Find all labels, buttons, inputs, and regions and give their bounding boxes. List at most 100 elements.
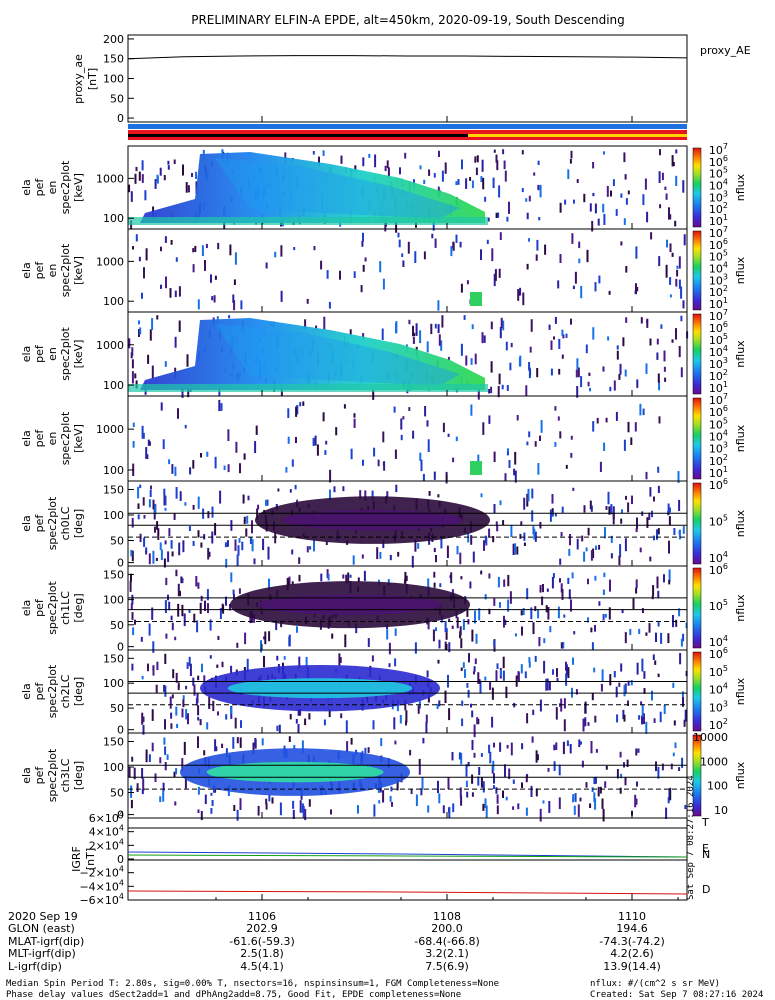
proxy-ae-line xyxy=(127,55,688,60)
ytick-label: 50 xyxy=(110,619,124,632)
noise-mark xyxy=(521,743,524,750)
noise-mark xyxy=(594,203,597,214)
noise-mark xyxy=(506,385,509,391)
noise-mark xyxy=(244,632,247,645)
panel-ylabel: pef xyxy=(33,766,46,785)
eph-row-0-v2: 1110 xyxy=(618,910,646,923)
noise-mark xyxy=(463,315,466,320)
noise-mark xyxy=(493,451,496,462)
noise-mark xyxy=(361,554,364,559)
noise-mark xyxy=(395,323,397,334)
noise-mark xyxy=(172,669,175,679)
noise-mark xyxy=(465,355,468,366)
ephemeris-table: 2020 Sep 19 1106 1108 1110 GLON (east) 2… xyxy=(8,910,665,973)
noise-mark xyxy=(596,417,599,424)
eph-row-2-v1: -68.4(-66.8) xyxy=(414,935,480,948)
noise-mark xyxy=(502,790,504,798)
panel-ylabel: pef xyxy=(33,598,46,617)
noise-mark xyxy=(484,594,487,600)
noise-mark xyxy=(242,494,245,504)
colorbar-label: 106 xyxy=(709,477,728,492)
noise-mark xyxy=(477,776,480,786)
ytick-label: 50 xyxy=(110,535,124,548)
panel-ylabel: spec2plot xyxy=(46,664,59,718)
noise-mark xyxy=(376,547,379,560)
ytick-label: 1000 xyxy=(96,255,124,268)
noise-mark xyxy=(359,490,362,500)
noise-mark xyxy=(560,642,563,649)
noise-mark xyxy=(526,493,529,507)
panel-ylabel: [keV] xyxy=(72,173,85,202)
noise-mark xyxy=(225,714,228,720)
igrf-tick-label: 4×104 xyxy=(89,824,124,839)
noise-mark xyxy=(431,233,434,239)
noise-mark xyxy=(471,180,474,189)
noise-mark xyxy=(357,577,360,582)
noise-mark xyxy=(552,573,555,579)
status-bars xyxy=(128,124,687,140)
noise-mark xyxy=(572,285,575,290)
noise-mark xyxy=(601,798,604,809)
noise-mark xyxy=(371,655,374,662)
energy-band xyxy=(140,152,485,223)
noise-mark xyxy=(584,701,587,714)
noise-mark xyxy=(500,670,502,677)
noise-mark xyxy=(448,806,451,818)
noise-mark xyxy=(521,782,523,788)
noise-mark xyxy=(570,150,573,159)
noise-mark xyxy=(589,203,592,212)
panel-ylabel: ela xyxy=(20,262,33,279)
noise-mark xyxy=(131,663,134,671)
noise-mark xyxy=(274,251,277,258)
noise-mark xyxy=(667,503,670,515)
noise-mark xyxy=(673,720,676,726)
noise-mark xyxy=(254,441,257,454)
noise-mark xyxy=(223,465,226,471)
noise-mark xyxy=(493,149,496,153)
noise-mark xyxy=(539,588,542,593)
noise-mark xyxy=(653,496,655,502)
noise-mark xyxy=(528,367,531,379)
noise-mark xyxy=(350,737,353,745)
noise-mark xyxy=(555,742,558,750)
noise-mark xyxy=(668,569,671,582)
noise-mark xyxy=(642,194,645,206)
noise-mark xyxy=(182,540,185,553)
noise-mark xyxy=(526,588,529,600)
noise-mark xyxy=(305,656,308,667)
noise-mark xyxy=(232,589,235,595)
noise-mark xyxy=(678,767,681,771)
noise-mark xyxy=(672,752,675,757)
noise-mark xyxy=(580,741,582,745)
noise-mark xyxy=(129,581,132,592)
panel-ylabel: pef xyxy=(33,344,46,363)
noise-mark xyxy=(557,416,560,421)
noise-mark xyxy=(367,747,370,753)
noise-mark xyxy=(214,787,217,793)
noise-mark xyxy=(508,460,511,468)
noise-mark xyxy=(608,290,611,295)
noise-mark xyxy=(509,362,512,371)
noise-mark xyxy=(658,416,661,424)
noise-mark xyxy=(192,264,195,273)
noise-mark xyxy=(205,243,208,249)
noise-mark xyxy=(571,572,574,579)
noise-mark xyxy=(639,403,642,416)
noise-mark xyxy=(424,406,427,417)
noise-mark xyxy=(494,269,497,281)
colorbar-label: 103 xyxy=(709,441,728,456)
noise-mark xyxy=(534,606,537,612)
noise-mark xyxy=(295,719,298,724)
noise-mark xyxy=(204,794,207,805)
noise-mark xyxy=(535,788,538,797)
noise-mark xyxy=(645,471,648,480)
colorbar-label: 10000 xyxy=(693,731,728,744)
eph-row-1-v2: 194.6 xyxy=(616,922,648,935)
noise-mark xyxy=(143,515,146,519)
noise-mark xyxy=(603,442,606,451)
noise-mark xyxy=(680,315,683,322)
noise-mark xyxy=(216,664,219,668)
colorbar-label: 102 xyxy=(709,201,728,216)
noise-mark xyxy=(229,244,232,256)
